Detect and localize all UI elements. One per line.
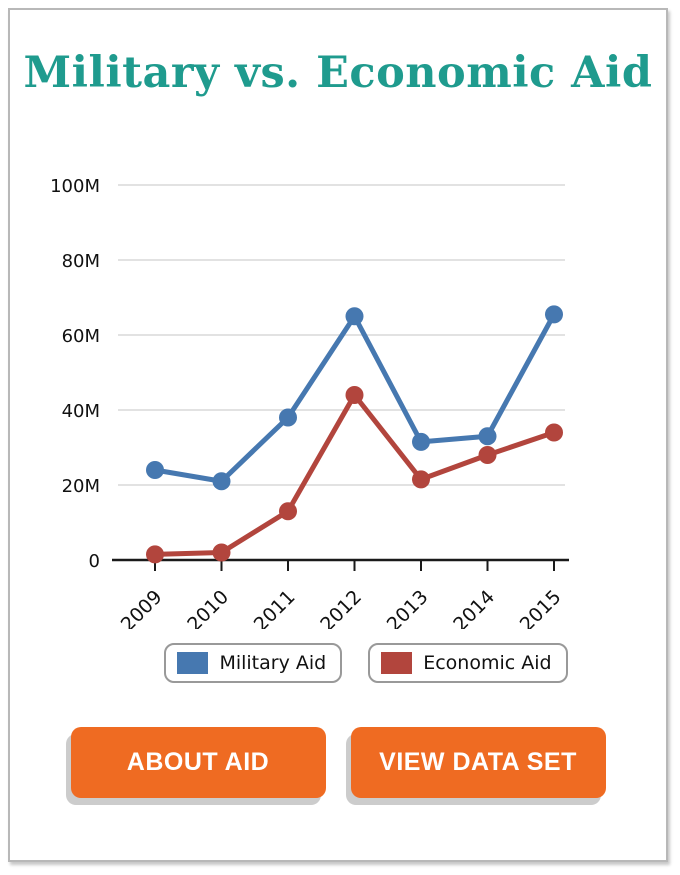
legend-label-economic-aid: Economic Aid: [423, 652, 552, 674]
military-aid-series: [146, 305, 563, 491]
economic-aid-point-2014: [478, 446, 497, 464]
svg-text:2012: 2012: [316, 586, 366, 629]
legend-label-military-aid: Military Aid: [219, 652, 327, 674]
economic-aid-point-2015: [545, 423, 563, 442]
economic-aid-point-2012: [345, 386, 364, 404]
military-aid-point-2015: [545, 305, 563, 324]
svg-text:2015: 2015: [516, 586, 566, 629]
x-axis-labels: 2009 2010 2011 2012 2013 2014 2015: [117, 586, 566, 629]
aid-chart-region: 100M 80M 60M 40M 20M 0 2009 2010 2011 2012 2013 201…: [10, 114, 666, 629]
aid-card: Military vs. Economic Aid 100M 80M 60M 40M 2…: [8, 8, 668, 862]
svg-text:2009: 2009: [117, 586, 167, 629]
economic-aid-swatch-icon: [381, 652, 413, 674]
about-aid-button[interactable]: ABOUT AID: [70, 727, 326, 798]
svg-text:2010: 2010: [183, 586, 233, 629]
x-axis: [112, 558, 569, 571]
svg-text:2013: 2013: [383, 586, 433, 629]
economic-aid-point-2013: [412, 470, 430, 489]
military-aid-point-2010: [212, 472, 231, 491]
military-aid-point-2009: [146, 461, 164, 479]
svg-text:20M: 20M: [62, 476, 100, 497]
legend-item-economic-aid[interactable]: Economic Aid: [368, 643, 568, 683]
economic-aid-point-2009: [146, 545, 164, 564]
svg-text:40M: 40M: [62, 401, 100, 422]
svg-text:2011: 2011: [250, 586, 300, 629]
page-title: Military vs. Economic Aid: [23, 48, 653, 98]
svg-text:0: 0: [89, 551, 100, 572]
economic-aid-point-2010: [212, 543, 231, 562]
y-axis-labels: 100M 80M 60M 40M 20M 0: [50, 176, 100, 572]
svg-text:2014: 2014: [449, 586, 499, 629]
view-data-set-button[interactable]: VIEW DATA SET: [350, 727, 606, 798]
aid-chart-svg: 100M 80M 60M 40M 20M 0 2009 2010 2011 2012 2013 201…: [50, 176, 569, 629]
chart-legend: Military Aid Economic Aid: [38, 643, 666, 683]
military-aid-point-2014: [478, 427, 497, 446]
military-aid-point-2012: [345, 307, 364, 326]
svg-text:100M: 100M: [50, 176, 100, 197]
svg-text:80M: 80M: [62, 251, 100, 272]
legend-item-military-aid[interactable]: Military Aid: [164, 643, 343, 683]
military-aid-swatch-icon: [177, 652, 209, 674]
military-aid-point-2013: [412, 432, 430, 451]
action-button-row: ABOUT AID VIEW DATA SET: [10, 727, 666, 798]
svg-text:60M: 60M: [62, 326, 100, 347]
economic-aid-point-2011: [279, 502, 297, 521]
military-aid-point-2011: [279, 408, 297, 427]
economic-aid-series: [146, 386, 563, 564]
